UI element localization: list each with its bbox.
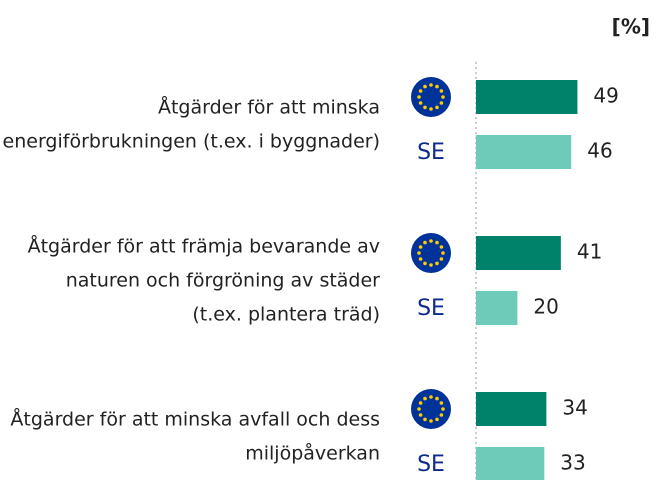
flag-star bbox=[417, 251, 421, 255]
bar bbox=[476, 80, 578, 114]
bar bbox=[476, 236, 561, 270]
flag-star bbox=[423, 240, 427, 245]
category-label: miljöpåverkan bbox=[245, 442, 380, 465]
flag-star bbox=[423, 417, 427, 422]
flag-star bbox=[441, 251, 445, 255]
flag-star bbox=[435, 261, 439, 266]
flag-star bbox=[439, 257, 444, 261]
eu-flag bbox=[411, 389, 451, 429]
flag-star bbox=[439, 401, 444, 405]
category-label: naturen och förgröning av städer bbox=[66, 270, 380, 292]
flag-disc bbox=[411, 77, 451, 117]
flag-star bbox=[435, 240, 439, 245]
flag-star bbox=[423, 105, 427, 110]
flag-star bbox=[435, 84, 439, 89]
flag-star bbox=[429, 107, 433, 111]
flag-star bbox=[418, 257, 423, 261]
flag-star bbox=[439, 413, 444, 417]
flag-star bbox=[423, 261, 427, 266]
flag-star bbox=[429, 83, 433, 87]
value-label: 49 bbox=[593, 84, 618, 108]
flag-star bbox=[435, 417, 439, 422]
unit-label: [%] bbox=[612, 15, 650, 39]
flag-star bbox=[423, 84, 427, 89]
value-label: 41 bbox=[577, 240, 602, 264]
flag-star bbox=[429, 239, 433, 243]
category-label: Åtgärder för att minska bbox=[158, 96, 380, 119]
flag-star bbox=[439, 101, 444, 105]
flag-star bbox=[439, 89, 444, 93]
flag-star bbox=[417, 407, 421, 411]
category-label: Åtgärder för att främja bevarande av bbox=[28, 235, 380, 258]
value-label: 33 bbox=[560, 451, 585, 475]
category-label: Åtgärder för att minska avfall och dess bbox=[10, 408, 380, 431]
flag-star bbox=[435, 105, 439, 110]
bar bbox=[476, 291, 518, 325]
flag-star bbox=[439, 245, 444, 249]
bar bbox=[476, 392, 547, 426]
flag-star bbox=[418, 401, 423, 405]
eu-flag bbox=[411, 77, 451, 117]
value-label: 34 bbox=[562, 396, 587, 420]
flag-star bbox=[441, 407, 445, 411]
flag-disc bbox=[411, 389, 451, 429]
flag-star bbox=[417, 95, 421, 99]
flag-star bbox=[429, 419, 433, 423]
series-label: SE bbox=[417, 452, 445, 477]
flag-star bbox=[418, 101, 423, 105]
series-label: SE bbox=[417, 296, 445, 321]
flag-star bbox=[429, 395, 433, 399]
eu-flag bbox=[411, 233, 451, 273]
flag-star bbox=[418, 413, 423, 417]
value-label: 20 bbox=[533, 295, 558, 319]
flag-star bbox=[418, 245, 423, 249]
flag-star bbox=[429, 263, 433, 267]
value-label: 46 bbox=[587, 139, 612, 163]
bar bbox=[476, 135, 572, 169]
flag-star bbox=[423, 396, 427, 401]
flag-star bbox=[441, 95, 445, 99]
series-label: SE bbox=[417, 140, 445, 165]
category-label: energiförbrukningen (t.ex. i byggnader) bbox=[3, 131, 380, 153]
flag-star bbox=[435, 396, 439, 401]
flag-star bbox=[418, 89, 423, 93]
category-label: (t.ex. plantera träd) bbox=[192, 304, 380, 326]
flag-disc bbox=[411, 233, 451, 273]
bar bbox=[476, 447, 545, 480]
